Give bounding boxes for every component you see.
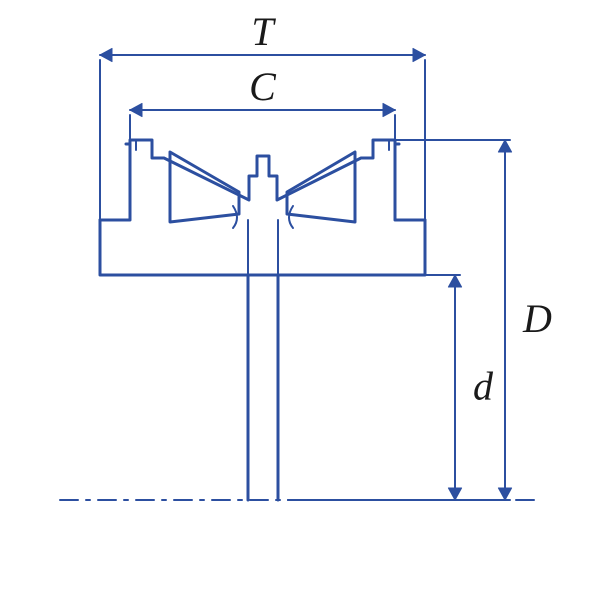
dim-label: d bbox=[473, 364, 494, 409]
dim-label: T bbox=[251, 9, 276, 54]
bearing-diagram: TC Dd bbox=[0, 0, 600, 600]
dim-label: C bbox=[249, 64, 277, 109]
diagram-svg: TC Dd bbox=[0, 0, 600, 600]
dim-label: D bbox=[522, 296, 552, 341]
